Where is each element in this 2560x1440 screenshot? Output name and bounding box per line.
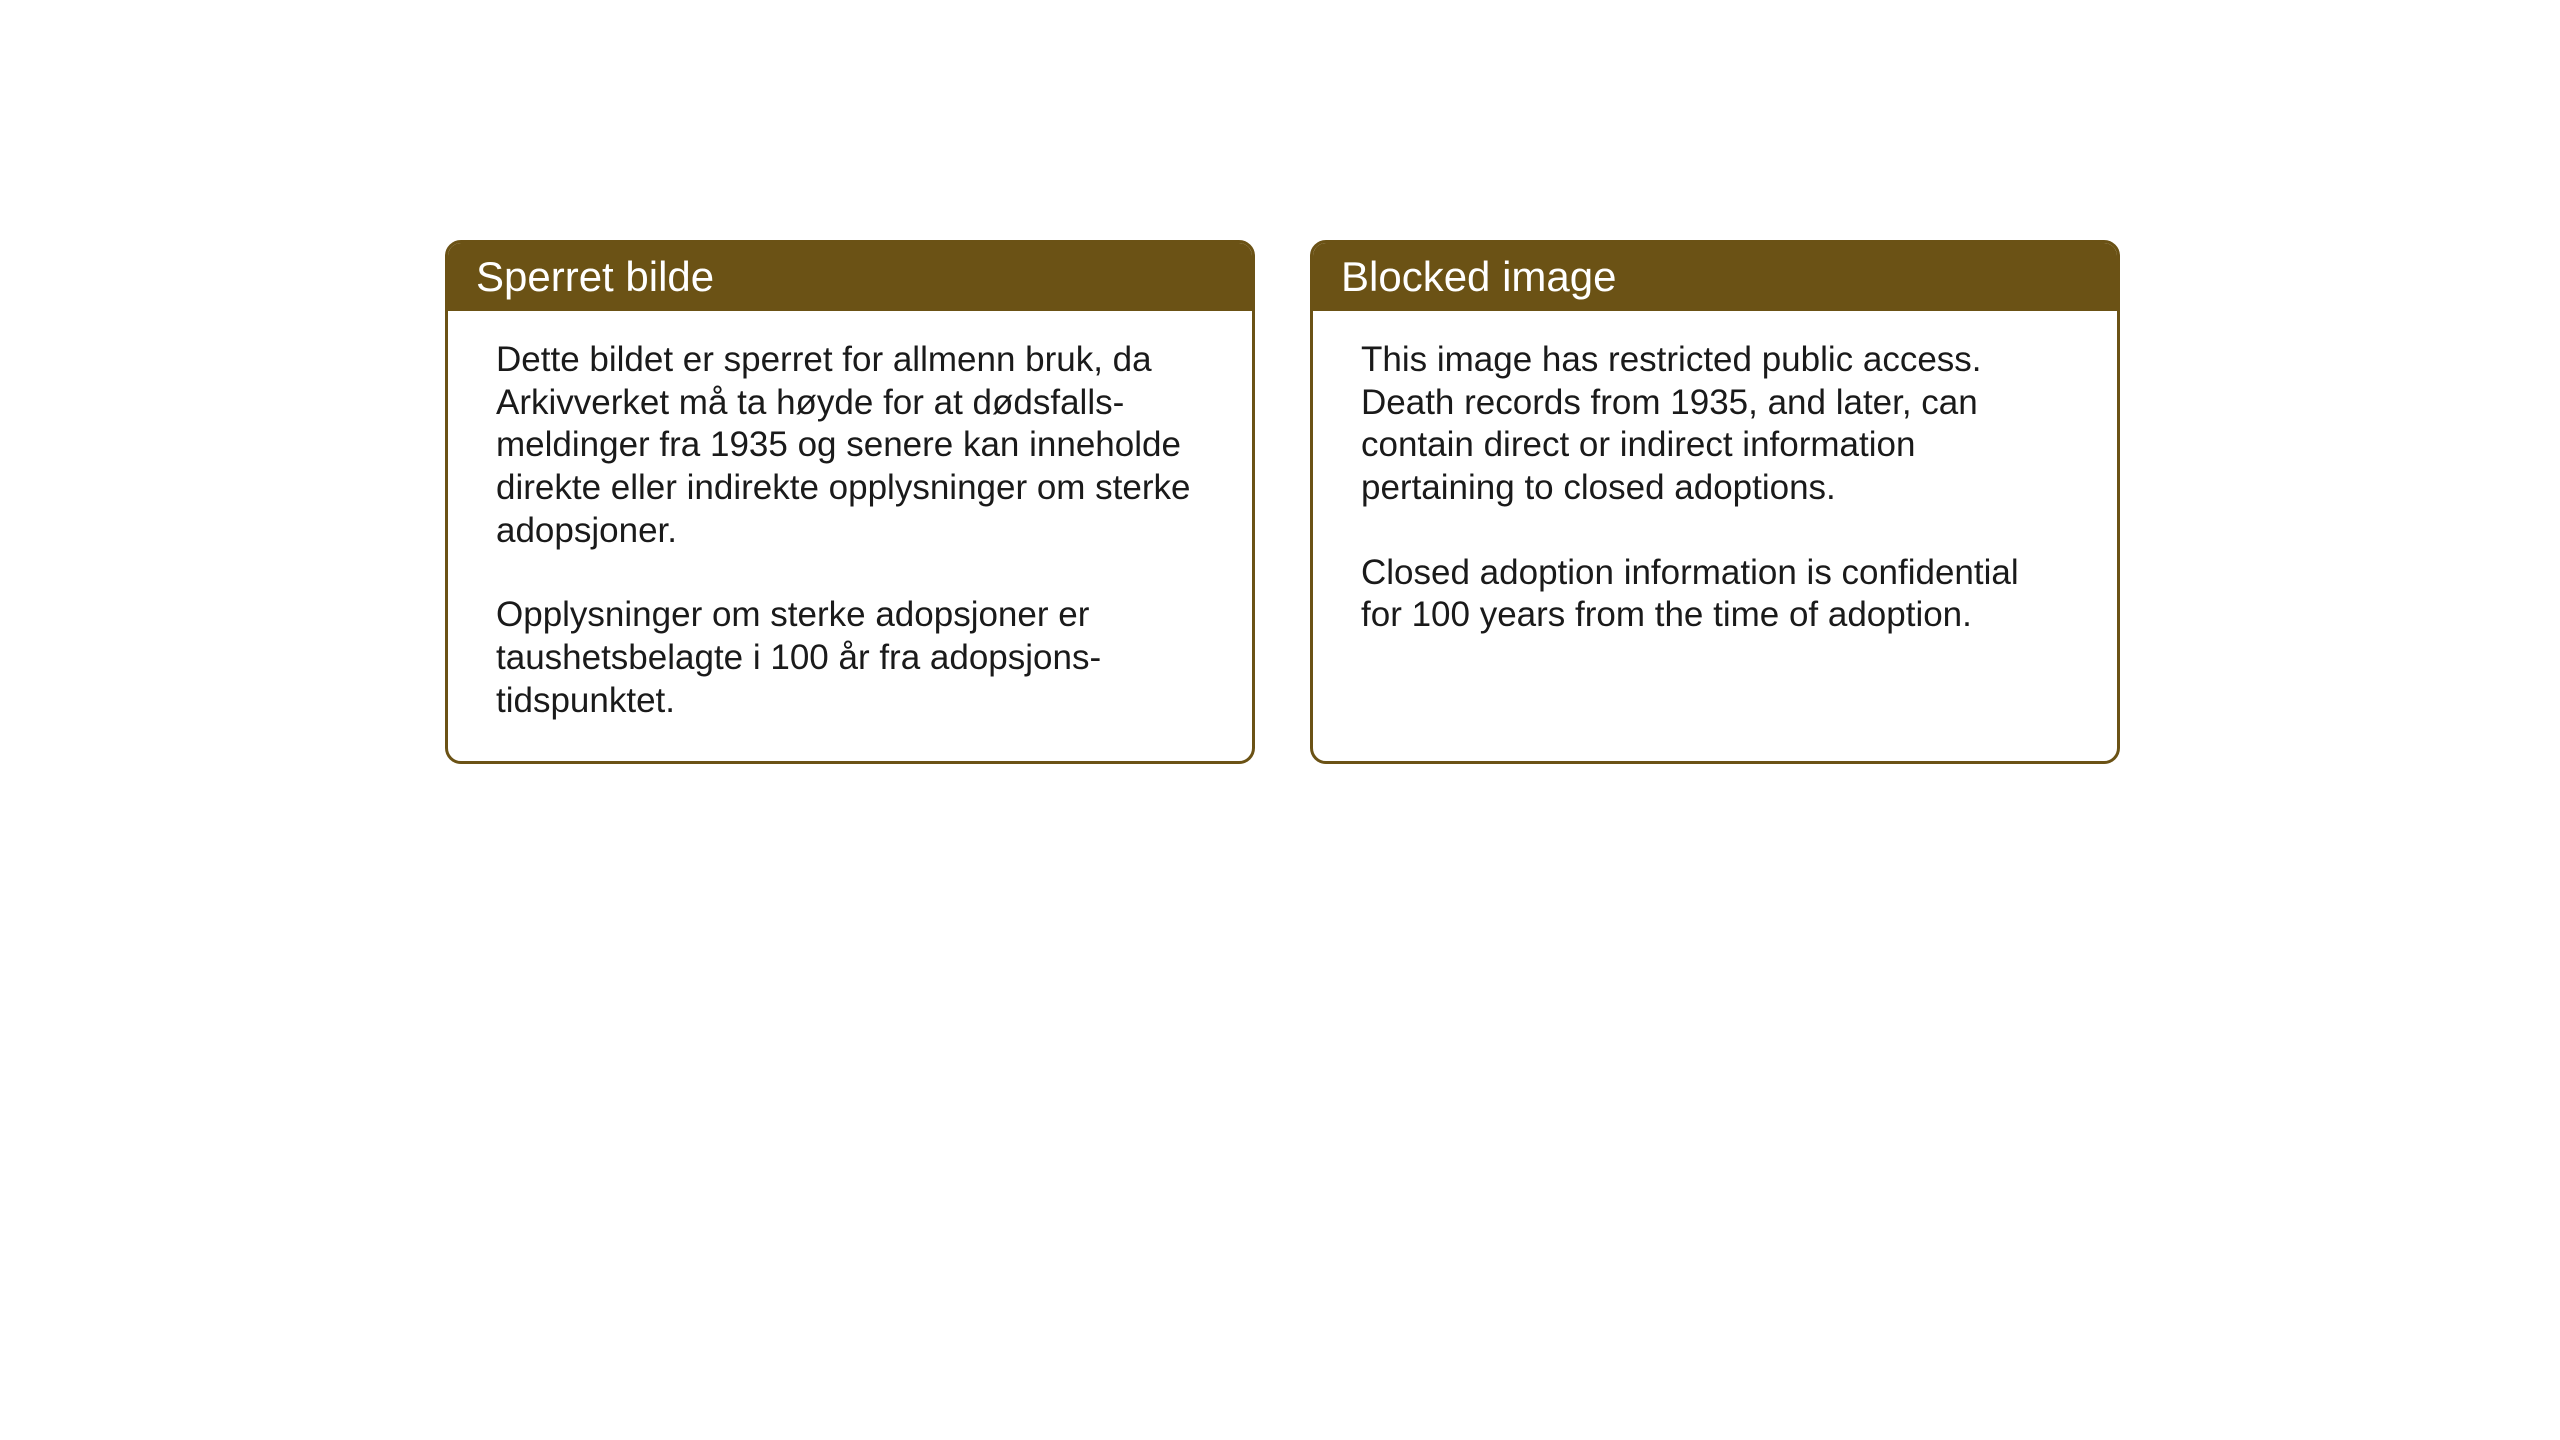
norwegian-notice-card: Sperret bilde Dette bildet er sperret fo… xyxy=(445,240,1255,764)
english-card-title: Blocked image xyxy=(1313,243,2117,311)
english-card-body: This image has restricted public access.… xyxy=(1313,311,2117,675)
norwegian-paragraph-1: Dette bildet er sperret for allmenn bruk… xyxy=(496,339,1204,552)
english-notice-card: Blocked image This image has restricted … xyxy=(1310,240,2120,764)
english-paragraph-2: Closed adoption information is confident… xyxy=(1361,552,2069,637)
norwegian-paragraph-2: Opplysninger om sterke adopsjoner er tau… xyxy=(496,594,1204,722)
norwegian-card-title: Sperret bilde xyxy=(448,243,1252,311)
norwegian-card-body: Dette bildet er sperret for allmenn bruk… xyxy=(448,311,1252,761)
english-paragraph-1: This image has restricted public access.… xyxy=(1361,339,2069,510)
notice-cards-container: Sperret bilde Dette bildet er sperret fo… xyxy=(445,240,2120,764)
